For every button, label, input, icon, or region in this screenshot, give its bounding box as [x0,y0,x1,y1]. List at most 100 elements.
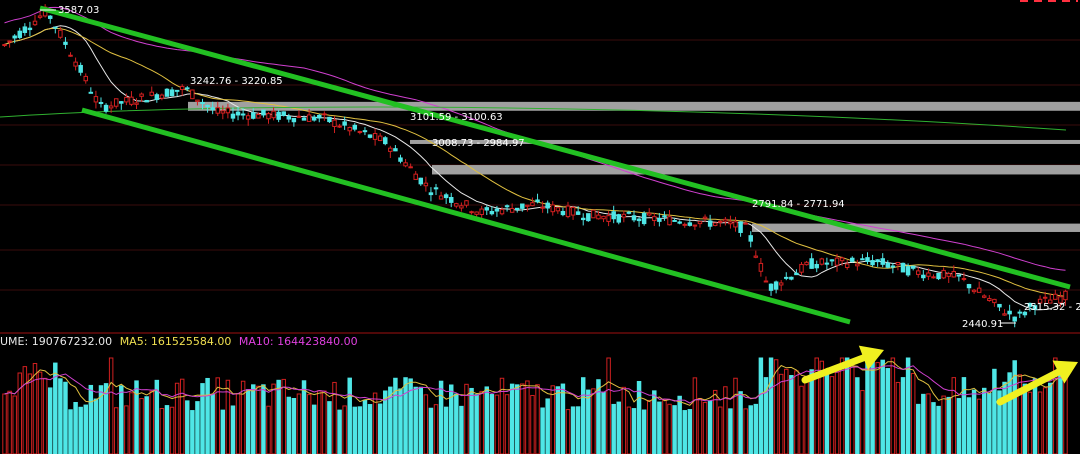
volume-bar-down [449,384,454,454]
candle-up [266,113,271,120]
volume-bar-down [154,379,160,454]
grid-layer [0,0,1080,334]
candle-down [611,211,616,220]
volume-bar-down [763,377,769,454]
volume-bar-down [261,384,266,454]
candle-up [743,222,748,225]
candle-down [443,194,449,199]
candle-down [870,260,875,266]
candle-down [1032,305,1038,310]
volume-bar-up [1053,357,1058,454]
volume-bar-down [707,400,713,454]
candle-down [393,148,398,152]
volume-bars [2,357,1068,454]
candle-up [377,135,383,142]
candle-down [809,258,814,269]
candle-up [992,298,997,304]
volume-bar-down [631,408,637,454]
volume-bar-down [636,380,642,454]
candle-up [961,277,967,280]
volume-bar-down [738,391,743,454]
candle-down [383,137,388,145]
candle-up [733,221,738,228]
volume-bar-up [42,377,48,454]
volume-bar-up [773,359,779,454]
volume-bar-up [433,404,439,454]
volume-bar-up [271,383,276,454]
ma-short-line [4,25,1066,311]
candle-down [657,217,662,222]
candle-up [682,223,687,226]
volume-bar-down [768,357,774,454]
volume-bar-down [682,410,687,454]
candle-up [834,257,840,266]
candle-up [1002,313,1007,316]
volume-bar-up [733,377,738,454]
candle-up [778,282,784,286]
candle-up [763,280,769,283]
volume-bar-up [941,395,946,454]
label-zone1: 3242.76 - 3220.85 [190,76,283,87]
candle-down [362,130,368,133]
resistance-zones [188,101,1080,232]
label-zone5: 2515.32 - 2 [1024,302,1080,313]
candle-up [1063,290,1068,301]
volume-bar-down [190,410,195,454]
arrow-volume-rising-2 [996,360,1078,406]
candles [2,4,1068,328]
candle-down [824,262,830,265]
volume-bar-up [423,394,429,454]
candle-down [875,259,880,263]
candle-down [748,235,753,242]
candle-up [1047,299,1053,304]
candle-up [941,269,946,279]
volume-bar-down [286,396,292,454]
volume-bar-down [971,389,977,454]
volume-bar-up [951,377,957,454]
candle-down [240,113,246,116]
candle-up [108,105,114,109]
candle-up [474,211,479,215]
volume-bar-up [626,406,632,454]
candle-down [504,205,510,208]
volume-bar-down [251,384,256,454]
candle-down [956,274,962,277]
candle-up [479,208,484,216]
candle-down [185,87,190,90]
volume-bar-down [185,400,190,454]
volume-bar-up [108,357,114,454]
candle-down [164,88,170,97]
volume-bar-down [687,409,693,454]
volume-bar-up [778,373,784,454]
volume-bar-up [32,363,38,454]
volume-bar-up [621,386,627,454]
volume-bar-down [885,368,891,454]
candle-down [850,257,855,262]
candle-up [976,287,982,293]
volume-bar-down [560,383,566,454]
volume-bar-down [220,409,226,454]
volume-bar-up [875,362,880,454]
volume-bar-up [22,366,28,454]
candle-up [601,215,606,220]
ma-mid-line [4,27,1066,297]
volume-bar-down [83,404,88,454]
candle-up [1053,293,1058,300]
candle-down [301,117,307,121]
candle-up [591,209,596,219]
candle-down [428,192,434,196]
volume-bar-down [388,386,393,454]
volume-bar-up [1017,374,1023,454]
candle-up [2,44,7,47]
volume-bar-down [58,378,63,454]
arrow-head [858,345,884,370]
candle-up [7,40,12,43]
volume-bar-up [530,394,535,454]
candle-down [1022,311,1028,316]
candle-down [687,222,693,226]
candle-down [291,117,297,123]
volume-bar-down [753,403,759,454]
volume-bar-down [652,390,657,454]
candle-up [357,131,363,134]
volume-bar-up [504,394,510,454]
